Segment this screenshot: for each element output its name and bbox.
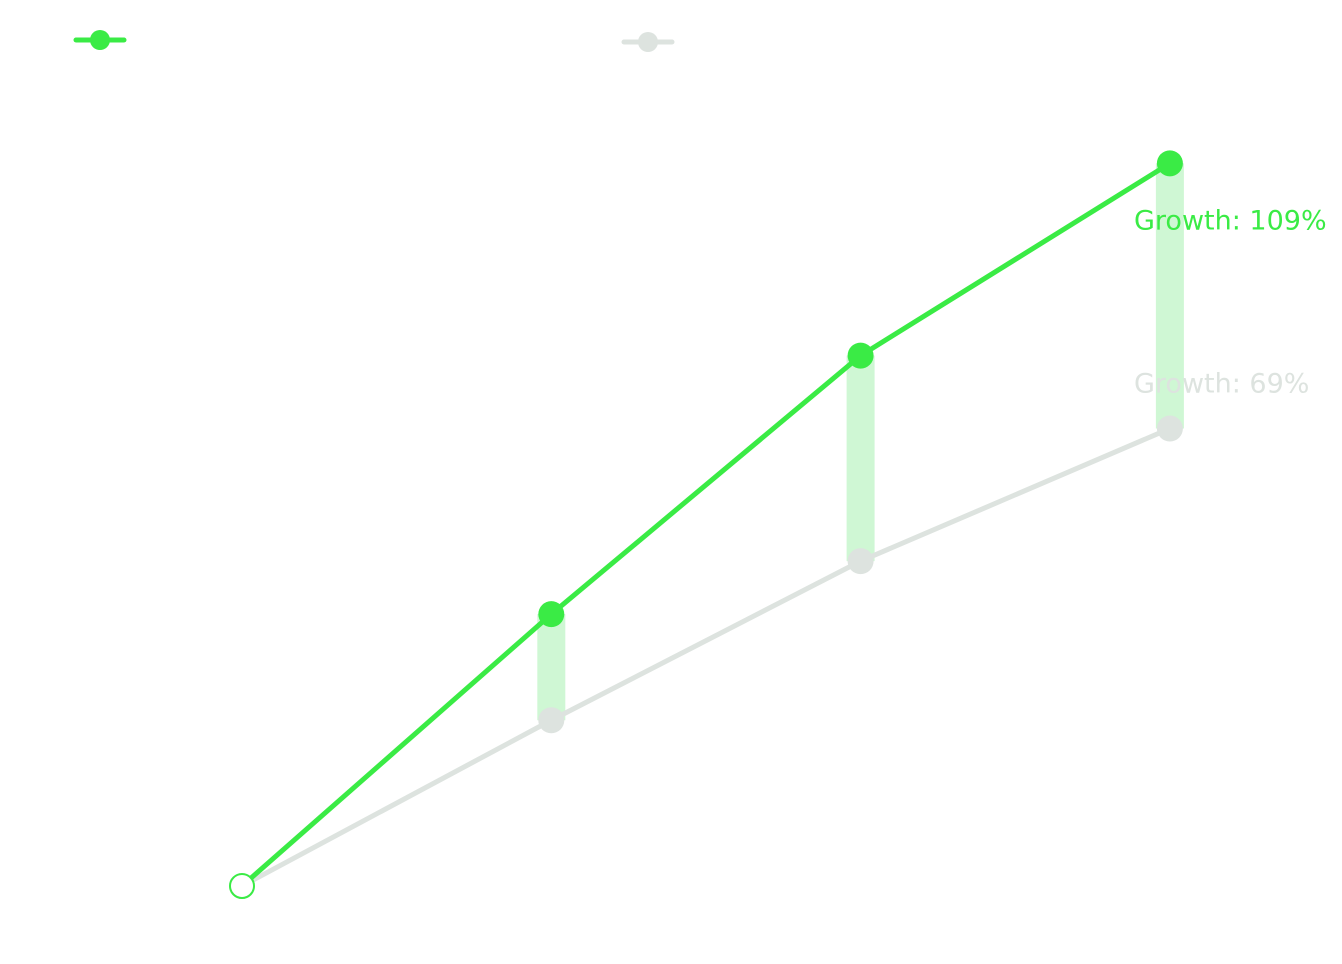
series-2-point [538,707,565,734]
series-1-point [1156,150,1183,177]
series-2-point [1156,415,1183,442]
gap-bars [537,163,1184,721]
growth-label-series-1: Growth: 109% [1134,205,1327,236]
series-1-point [847,342,874,369]
legend-swatch-marker [90,30,110,50]
start-point [229,873,255,899]
legend [73,30,675,52]
legend-swatch-marker [638,32,658,52]
data-points [229,150,1183,899]
series-2-line [240,426,1171,889]
series-1-line [240,161,1172,888]
series-lines [240,161,1172,889]
series-1-point [538,601,565,628]
series-2-point [847,548,874,575]
growth-label-series-2: Growth: 69% [1134,369,1309,400]
